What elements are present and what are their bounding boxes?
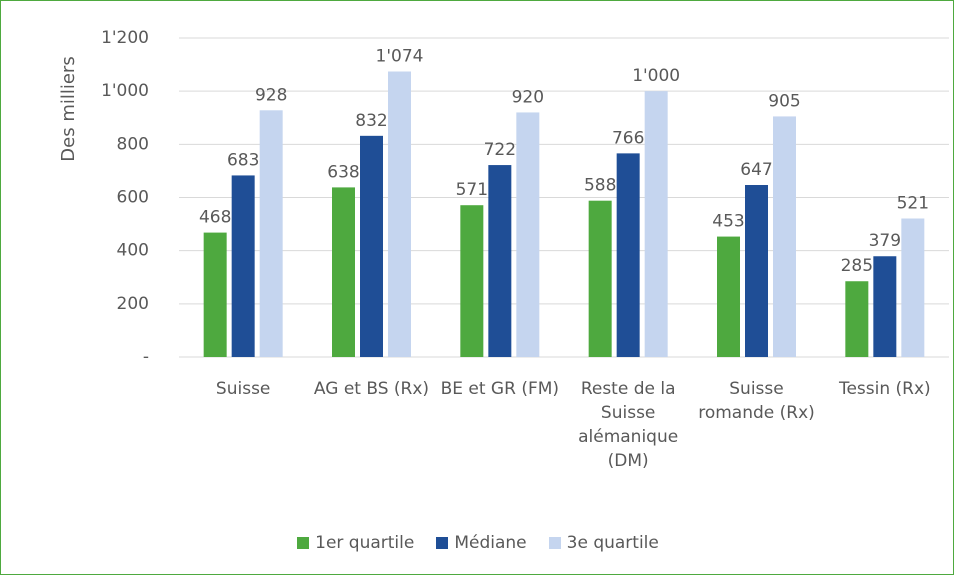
x-tick-label: Tessin (Rx) bbox=[838, 379, 931, 399]
legend-label: 3e quartile bbox=[566, 533, 659, 553]
y-tick-label: 200 bbox=[117, 294, 149, 314]
data-label: 588 bbox=[584, 176, 616, 196]
x-tick-label: Suisse bbox=[215, 379, 271, 399]
y-tick-label: - bbox=[143, 347, 149, 367]
bar bbox=[845, 281, 869, 357]
y-tick-label: 800 bbox=[117, 134, 149, 154]
data-label: 722 bbox=[484, 140, 516, 160]
data-label: 920 bbox=[512, 87, 544, 107]
bar bbox=[388, 71, 411, 358]
data-label: 1'000 bbox=[632, 66, 680, 86]
bar bbox=[644, 91, 668, 358]
bar bbox=[616, 153, 640, 357]
x-tick-label: Suisse romande (Rx) bbox=[698, 379, 815, 423]
data-label: 453 bbox=[712, 212, 744, 232]
bar bbox=[516, 112, 540, 357]
x-tick-label: Reste de la Suisse alémanique (DM) bbox=[578, 379, 679, 471]
data-label: 285 bbox=[841, 256, 873, 276]
data-label: 766 bbox=[612, 128, 644, 148]
data-label: 638 bbox=[327, 162, 359, 182]
legend: 1er quartile Médiane 3e quartile bbox=[1, 533, 954, 553]
data-label: 379 bbox=[869, 231, 901, 251]
bar bbox=[259, 110, 283, 357]
y-tick-label: 1'000 bbox=[101, 81, 149, 101]
x-tick-label: AG et BS (Rx) bbox=[313, 379, 430, 399]
data-label: 468 bbox=[199, 208, 231, 228]
bar bbox=[773, 116, 796, 357]
y-axis-title: Des milliers bbox=[58, 56, 79, 161]
data-label: 905 bbox=[768, 91, 800, 111]
data-label: 647 bbox=[740, 160, 772, 180]
y-tick-label: 1'200 bbox=[101, 28, 149, 48]
legend-swatch bbox=[436, 537, 449, 549]
bar bbox=[360, 135, 383, 357]
legend-item: 1er quartile bbox=[297, 533, 414, 553]
bar bbox=[488, 165, 512, 357]
legend-label: Médiane bbox=[454, 533, 527, 553]
data-label: 832 bbox=[355, 111, 387, 131]
legend-label: 1er quartile bbox=[315, 533, 415, 553]
bar bbox=[873, 256, 897, 357]
bar bbox=[231, 175, 255, 357]
data-label: 521 bbox=[897, 194, 929, 214]
x-tick-label: BE et GR (FM) bbox=[440, 379, 560, 399]
data-label: 1'074 bbox=[376, 46, 424, 66]
data-label: 928 bbox=[255, 85, 287, 105]
legend-swatch bbox=[548, 537, 561, 549]
bar bbox=[717, 236, 740, 357]
legend-item: Médiane bbox=[436, 533, 527, 553]
bar bbox=[332, 187, 355, 357]
bar bbox=[901, 218, 925, 357]
data-label: 683 bbox=[227, 150, 259, 170]
legend-item: 3e quartile bbox=[548, 533, 659, 553]
legend-swatch bbox=[297, 537, 310, 549]
y-tick-label: 600 bbox=[117, 188, 149, 208]
data-label: 571 bbox=[456, 180, 488, 200]
y-tick-label: 400 bbox=[117, 241, 149, 261]
bar bbox=[588, 200, 612, 357]
bar bbox=[745, 185, 768, 357]
bar bbox=[203, 232, 227, 357]
bar bbox=[460, 205, 484, 357]
